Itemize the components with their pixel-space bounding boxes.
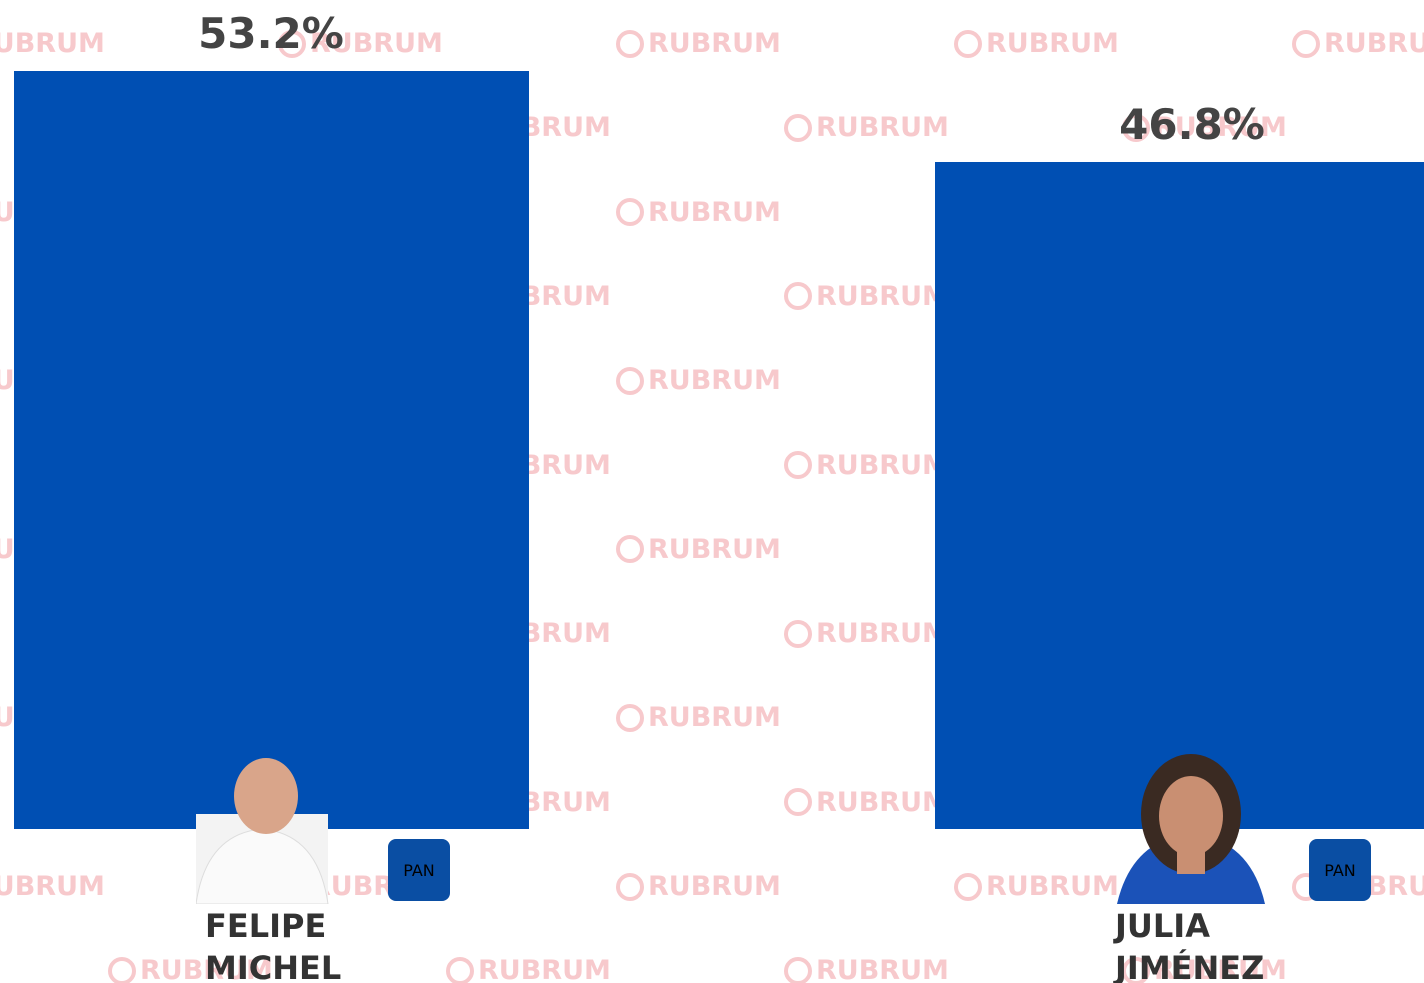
watermark-text: RUBRUM bbox=[816, 450, 949, 481]
watermark: RUBRUM bbox=[784, 112, 949, 143]
watermark: RUBRUM bbox=[784, 450, 949, 481]
watermark: RUBRUM bbox=[784, 618, 949, 649]
watermark: RUBRUM bbox=[616, 534, 781, 565]
watermark-text: RUBRUM bbox=[648, 702, 781, 733]
watermark-text: RUBRUM bbox=[0, 28, 105, 59]
candidate-photo bbox=[196, 754, 346, 904]
watermark-text: RUBRUM bbox=[816, 787, 949, 818]
watermark: RUBRUM bbox=[616, 702, 781, 733]
watermark-text: RUBRUM bbox=[0, 871, 105, 902]
watermark-text: RUBRUM bbox=[1324, 28, 1424, 59]
candidate-photo bbox=[1117, 754, 1267, 904]
watermark: RUBRUM bbox=[446, 955, 611, 983]
bar bbox=[14, 71, 529, 829]
party-logo: PAN bbox=[388, 839, 450, 901]
x-tick-label: FELIPE MICHEL bbox=[205, 905, 355, 983]
watermark: RUBRUM bbox=[1292, 28, 1424, 59]
watermark: RUBRUM bbox=[784, 281, 949, 312]
watermark-text: RUBRUM bbox=[648, 871, 781, 902]
watermark-text: RUBRUM bbox=[648, 28, 781, 59]
watermark: RUBRUM bbox=[616, 197, 781, 228]
chart: RUBRUM RUBRUM RUBRUM RUBRUM RUBRUM RUBRUM RUBR… bbox=[0, 0, 1424, 983]
bar bbox=[935, 162, 1424, 829]
watermark: RUBRUM bbox=[616, 365, 781, 396]
watermark-text: RUBRUM bbox=[816, 281, 949, 312]
watermark-text: RUBRUM bbox=[816, 112, 949, 143]
watermark: RUBRUM bbox=[0, 28, 105, 59]
party-logo: PAN bbox=[1309, 839, 1371, 901]
x-tick-label: JULIA JIMÉNEZ bbox=[1115, 905, 1265, 983]
watermark: RUBRUM bbox=[616, 28, 781, 59]
watermark-text: RUBRUM bbox=[648, 365, 781, 396]
watermark-text: RUBRUM bbox=[816, 618, 949, 649]
value-label: 46.8% bbox=[1119, 100, 1265, 149]
watermark-text: RUBRUM bbox=[986, 871, 1119, 902]
watermark: RUBRUM bbox=[616, 871, 781, 902]
watermark-text: RUBRUM bbox=[478, 955, 611, 983]
value-label: 53.2% bbox=[198, 9, 344, 58]
watermark: RUBRUM bbox=[784, 955, 949, 983]
watermark-text: RUBRUM bbox=[648, 197, 781, 228]
watermark: RUBRUM bbox=[954, 28, 1119, 59]
party-label: PAN bbox=[403, 861, 435, 880]
watermark: RUBRUM bbox=[954, 871, 1119, 902]
watermark-text: RUBRUM bbox=[816, 955, 949, 983]
watermark-text: RUBRUM bbox=[986, 28, 1119, 59]
watermark-text: RUBRUM bbox=[648, 534, 781, 565]
watermark: RUBRUM bbox=[784, 787, 949, 818]
watermark: RUBRUM bbox=[0, 871, 105, 902]
party-label: PAN bbox=[1324, 861, 1356, 880]
